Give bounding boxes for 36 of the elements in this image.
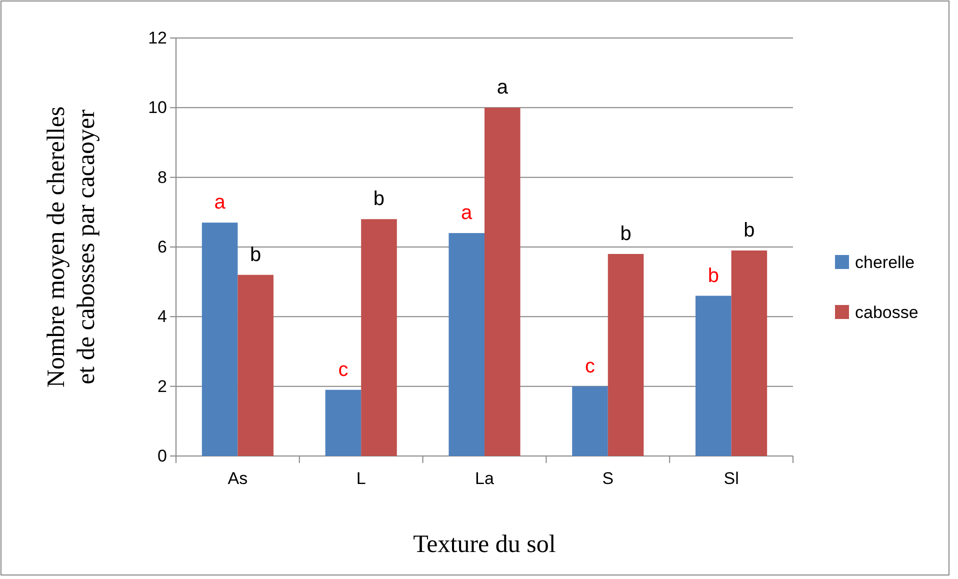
y-axis-title: Nombre moyen de cherelles et de cabosses par cacaoyer	[43, 106, 100, 388]
x-tick-label: As	[228, 469, 248, 488]
bar	[202, 222, 238, 456]
y-tick-label: 0	[158, 446, 167, 466]
bar	[572, 386, 608, 456]
x-tick-label: S	[602, 469, 614, 488]
bar	[238, 274, 274, 456]
data-label: c	[585, 355, 596, 378]
data-label: a	[461, 202, 474, 224]
y-tick-label: 10	[148, 98, 167, 118]
data-label: a	[496, 76, 509, 99]
bar	[608, 254, 644, 456]
data-label: b	[250, 244, 262, 266]
y-tick-label: 4	[158, 307, 167, 326]
x-tick-label: La	[475, 469, 494, 488]
data-label: a	[214, 192, 226, 214]
x-axis-title: Texture du sol	[413, 531, 556, 558]
bar	[325, 390, 362, 456]
bar	[731, 250, 768, 456]
legend-label: cherelle	[855, 253, 915, 272]
bar	[696, 296, 732, 456]
data-label: b	[708, 264, 719, 287]
bar	[448, 233, 484, 456]
data-label: b	[620, 222, 632, 245]
bar	[484, 108, 520, 456]
y-tick-label: 8	[158, 168, 167, 187]
x-tick-label: L	[356, 469, 366, 488]
y-tick-label: 2	[158, 376, 167, 396]
data-label: c	[338, 358, 348, 381]
y-tick-label: 12	[148, 28, 167, 48]
data-label: b	[744, 219, 755, 242]
bar	[361, 219, 397, 456]
x-tick-label: Sl	[724, 469, 739, 488]
y-tick-label: 6	[158, 237, 167, 256]
legend-label: cabosse	[855, 303, 918, 322]
data-label: b	[373, 188, 385, 210]
